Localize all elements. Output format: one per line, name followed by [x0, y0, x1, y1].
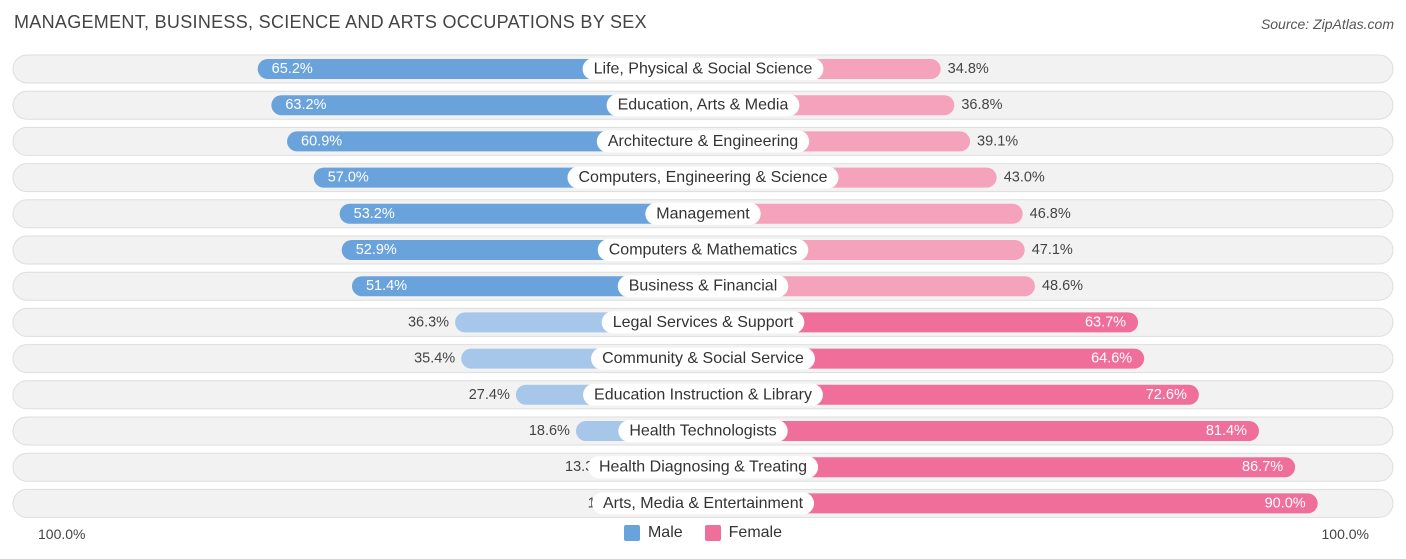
female-bar — [703, 457, 1296, 478]
female-value-label: 86.7% — [1242, 459, 1283, 475]
female-value-label: 34.8% — [948, 61, 989, 77]
female-value-label: 36.8% — [961, 97, 1002, 113]
male-value-label: 65.2% — [272, 61, 313, 77]
female-value-label: 43.0% — [1004, 170, 1045, 186]
male-value-label: 60.9% — [301, 133, 342, 149]
legend-label-female: Female — [728, 524, 783, 541]
female-value-label: 64.6% — [1091, 351, 1132, 367]
category-label-background — [601, 311, 805, 334]
female-value-label: 46.8% — [1030, 206, 1071, 222]
category-label: Legal Services & Support — [613, 314, 794, 331]
category-label: Health Diagnosing & Treating — [599, 459, 807, 476]
category-label: Education Instruction & Library — [594, 386, 812, 403]
category-label-background — [567, 166, 839, 189]
male-value-label: 51.4% — [366, 278, 407, 294]
category-label-background — [587, 456, 819, 479]
legend-swatch-female — [704, 525, 721, 541]
chart-title: MANAGEMENT, BUSINESS, SCIENCE AND ARTS O… — [14, 12, 647, 32]
category-label: Computers & Mathematics — [609, 242, 798, 259]
category-label-background — [591, 492, 815, 515]
female-value-label: 39.1% — [977, 133, 1018, 149]
male-bar — [351, 276, 703, 297]
category-label: Business & Financial — [629, 278, 778, 295]
male-value-label: 63.2% — [285, 97, 326, 113]
category-label: Community & Social Service — [602, 350, 804, 367]
female-value-label: 81.4% — [1206, 423, 1247, 439]
male-bar — [339, 203, 703, 224]
category-label-background — [606, 94, 800, 117]
category-label-background — [591, 347, 815, 370]
female-value-label: 72.6% — [1146, 387, 1187, 403]
category-label-background — [618, 420, 788, 442]
female-bar — [703, 312, 1139, 333]
category-label: Architecture & Engineering — [608, 133, 798, 150]
category-label-background — [583, 383, 823, 406]
category-label: Computers, Engineering & Science — [578, 169, 827, 186]
axis-left-label: 100.0% — [38, 526, 86, 542]
category-label-background — [617, 275, 789, 298]
category-label: Life, Physical & Social Science — [594, 61, 813, 78]
female-value-label: 47.1% — [1032, 242, 1073, 258]
category-label-background — [597, 239, 809, 261]
legend-swatch-male — [623, 525, 640, 541]
category-label: Arts, Media & Entertainment — [603, 495, 804, 512]
female-value-label: 48.6% — [1042, 278, 1083, 294]
male-value-label: 18.6% — [529, 423, 570, 439]
female-bar — [703, 421, 1259, 441]
female-bar — [703, 493, 1318, 514]
female-bar — [703, 203, 1023, 224]
male-value-label: 52.9% — [356, 242, 397, 258]
category-label-background — [645, 202, 761, 225]
category-label: Health Technologists — [629, 423, 776, 440]
axis-right-label: 100.0% — [1321, 526, 1369, 542]
category-label: Education, Arts & Media — [618, 97, 789, 114]
male-value-label: 57.0% — [328, 170, 369, 186]
source-label: Source: ZipAtlas.com — [1260, 16, 1394, 32]
female-value-label: 90.0% — [1265, 495, 1306, 511]
male-value-label: 36.3% — [408, 314, 449, 330]
male-bar — [271, 95, 703, 116]
category-label: Management — [656, 205, 750, 222]
category-label-background — [582, 58, 824, 80]
female-bar — [703, 384, 1199, 405]
male-value-label: 53.2% — [354, 206, 395, 222]
male-value-label: 27.4% — [469, 387, 510, 403]
legend: Male Female — [0, 524, 1406, 542]
female-value-label: 63.7% — [1085, 314, 1126, 330]
legend-item-female: Female — [704, 524, 783, 542]
male-value-label: 35.4% — [414, 351, 455, 367]
legend-label-male: Male — [647, 524, 683, 541]
legend-item-male: Male — [623, 524, 683, 542]
category-label-background — [596, 130, 810, 153]
